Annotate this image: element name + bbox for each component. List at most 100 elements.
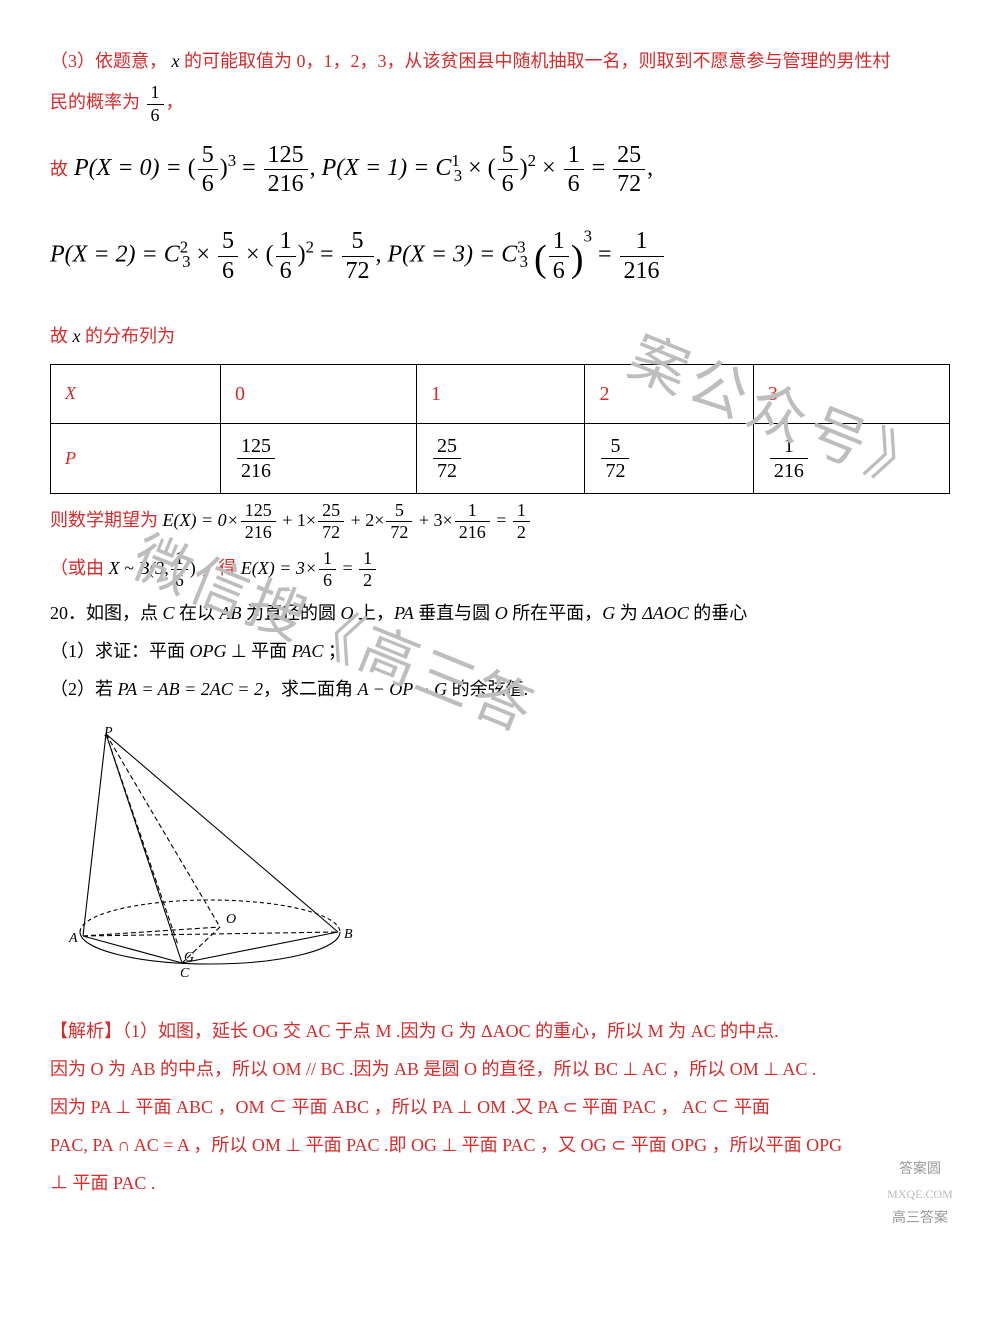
part3-l2a: 民的概率为 [50,92,140,112]
th-X: X [51,364,221,423]
p1-t2: × [542,155,562,181]
eq-leader: 故 [50,159,68,179]
alt-dist: X ~ B(3, [109,558,169,578]
c32-sub: 3 [182,252,190,271]
p0-lhs: P(X = 0) = [74,155,188,181]
dist-caption: 故 x 的分布列为 [50,319,950,353]
q20-p2d: A − OP − G [357,679,447,699]
p2-val: 572 [342,227,374,286]
q20-p2a: （2）若 [50,679,118,699]
table-row-p: P 125216 2572 572 1216 [51,423,950,493]
q20-t1: 在以 [175,603,220,623]
p3-lhs: P(X = 3) = C [388,242,518,268]
p2-b2: 16 [276,227,296,286]
equation-row-2: P(X = 2) = C23 × 56 × (16)2 = 572, P(X =… [50,213,950,305]
p1-lhs: P(X = 1) = C [322,155,452,181]
exp-t2: 572 [386,500,412,544]
q20-num: 20．如图，点 [50,603,163,623]
q20-AB: AB [220,603,242,623]
p3-e: 3 [584,226,592,245]
analysis-line4: PAC, PA ∩ AC = A ，所以 OM ⊥ 平面 PAC .即 OG ⊥… [50,1128,950,1162]
part3-line2: 民的概率为 1 6 ， [50,82,950,126]
svg-text:A: A [68,931,78,946]
analysis-l1: （1）如图，延长 OG 交 AC 于点 M .因为 G 为 ΔAOC 的重心，所… [122,1021,779,1041]
q20-p1e: ； [323,641,346,661]
p1-b1: 56 [498,141,518,200]
alt-sep: ，得 [200,558,241,578]
exp-p3: + 3× [419,510,453,530]
p1-val: 2572 [613,141,645,200]
svg-text:G: G [184,950,194,965]
exp-p1: + 1× [282,510,316,530]
var-x: x [172,51,180,71]
p0-eq: = [242,155,262,181]
alt-close: ) [190,558,196,578]
table-row-header: X 0 1 2 3 [51,364,950,423]
p1-eq: = [592,155,612,181]
q20-p2e: 的余弦值. [447,679,528,699]
p-0: 125216 [221,423,417,493]
expectation-line: 则数学期望为 E(X) = 0×125216 + 1×2572 + 2×572 … [50,500,950,544]
exp-eq: = [496,510,511,530]
geometry-svg: PABOGC [60,722,360,982]
th-3: 3 [753,364,949,423]
alt-f2: 12 [359,548,376,592]
corner-watermark: 答案圆 MXQE.COM 高三答案 [860,1157,980,1227]
q20-p1a: （1）求证：平面 [50,641,190,661]
q20-t4: 垂直与圆 [414,603,495,623]
analysis-head: 【解析】 [50,1021,122,1041]
sep1: , [310,155,322,181]
q20-PA: PA [394,603,414,623]
analysis-line5: ⊥ 平面 PAC . [50,1166,950,1200]
p2-eq: = [320,242,340,268]
q20-p1b: OPG [190,641,227,661]
alt-E: E(X) = 3× [241,558,317,578]
svg-text:O: O [226,912,236,927]
q20-t6: 为 [615,603,642,623]
p0-val: 125216 [264,141,308,200]
c33-sub: 3 [520,252,528,271]
q20-p1c: ⊥ 平面 [227,641,292,661]
alt-method: （或由 X ~ B(3,16) ，得 E(X) = 3×16 = 12 [50,548,950,592]
part3-mid: 的可能取值为 0，1，2，3，从该贫困县中随机抽取一名，则取到不愿意参与管理的男… [184,51,891,71]
exp-lead: 则数学期望为 [50,510,158,530]
th-0: 0 [221,364,417,423]
p2-b1: 56 [218,227,238,286]
q20-p2c: ，求二面角 [263,679,358,699]
alt-f1: 16 [319,548,336,592]
alt-open: （或由 [50,558,109,578]
q20-p1d: PAC [292,641,324,661]
q20-part1: （1）求证：平面 OPG ⊥ 平面 PAC ； [50,634,950,668]
exp-res: 12 [513,500,530,544]
c31-sub: 3 [454,166,462,185]
q20-G: G [602,603,615,623]
q20-tri: ΔAOC [642,603,693,623]
p1-t1: × [468,155,488,181]
p-2: 572 [585,423,753,493]
p2-lhs: P(X = 2) = C [50,242,180,268]
q20-C: C [163,603,175,623]
part3-line1: （3）依题意， x 的可能取值为 0，1，2，3，从该贫困县中随机抽取一名，则取… [50,44,950,78]
exp-p2: + 2× [351,510,385,530]
q20-O: O [341,603,354,623]
stamp-l3: 高三答案 [860,1206,980,1233]
dist-cap-x: x [73,326,81,346]
p2-t1: × [196,242,216,268]
q20-part2: （2）若 PA = AB = 2AC = 2，求二面角 A − OP − G 的… [50,672,950,706]
p3-eq: = [598,242,618,268]
p-1: 2572 [417,423,585,493]
p3-b: 16 [549,227,569,286]
distribution-table: X 0 1 2 3 P 125216 2572 572 1216 [50,364,950,494]
eq1-tail: , [647,155,653,181]
q20-t7: 的垂心 [693,603,747,623]
p2-e2: 2 [306,238,314,257]
stamp-l1: 答案圆 [860,1157,980,1184]
q20-O2: O [495,603,508,623]
p0-base: 56 [198,141,218,200]
q20-t5: 所在平面， [508,603,603,623]
exp-t0: 125216 [241,500,276,544]
p3-val: 1216 [620,227,664,286]
exp-t3: 1216 [455,500,490,544]
dist-cap-b: 的分布列为 [81,326,176,346]
th-2: 2 [585,364,753,423]
